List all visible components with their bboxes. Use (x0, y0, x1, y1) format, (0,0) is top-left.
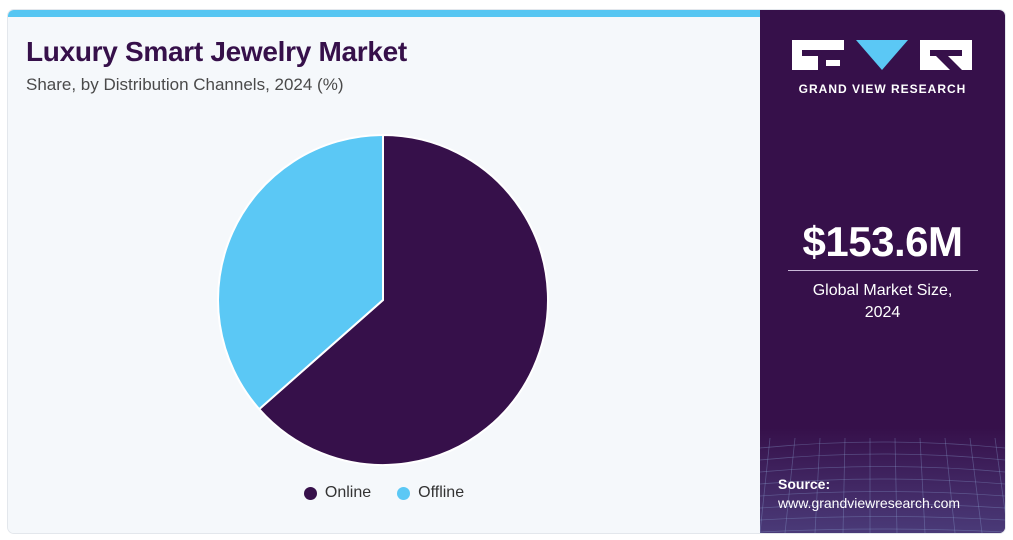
source-url[interactable]: www.grandviewresearch.com (778, 495, 961, 511)
sidebar-panel: GRAND VIEW RESEARCH $153.6M Global Marke… (760, 10, 1005, 533)
chart-legend: Online Offline (8, 484, 760, 502)
gvr-logo-icon (792, 40, 972, 70)
infographic-card: Luxury Smart Jewelry Market Share, by Di… (8, 10, 1005, 533)
pie-chart (217, 133, 549, 466)
market-size-caption-line1: Global Market Size, (812, 282, 953, 299)
chart-panel: Luxury Smart Jewelry Market Share, by Di… (8, 10, 760, 533)
pie-slice-online (257, 133, 549, 466)
legend-label-online: Online (324, 484, 372, 501)
chart-subtitle: Share, by Distribution Channels, 2024 (%… (26, 75, 344, 94)
market-size-value: $153.6M (802, 218, 963, 265)
value-divider (788, 270, 978, 271)
decorative-grid (760, 428, 1005, 533)
legend-swatch-online (303, 486, 317, 500)
market-size-caption-line2: 2024 (864, 304, 901, 321)
legend-item-offline: Offline (397, 484, 464, 502)
market-size-caption: Global Market Size, 2024 (760, 280, 1005, 324)
legend-item-online: Online (303, 484, 372, 502)
brand-name: GRAND VIEW RESEARCH (798, 82, 967, 96)
legend-label-offline: Offline (418, 484, 465, 501)
pie-slice-offline (217, 133, 384, 411)
accent-bar (8, 10, 760, 17)
source-label: Source: (778, 476, 831, 492)
chart-title: Luxury Smart Jewelry Market (26, 36, 407, 67)
legend-swatch-offline (397, 486, 411, 500)
